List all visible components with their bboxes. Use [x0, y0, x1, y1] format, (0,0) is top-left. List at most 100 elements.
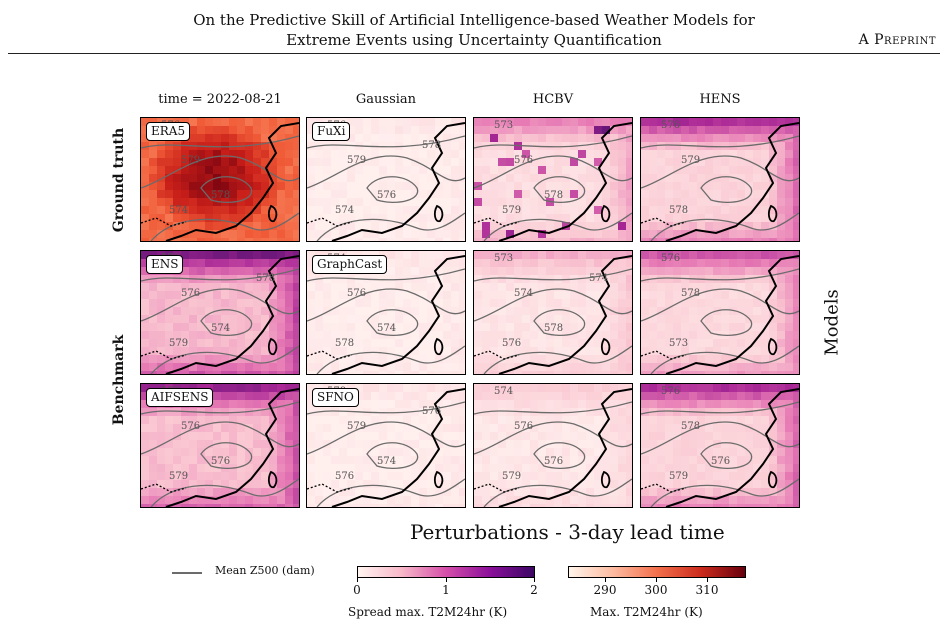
map-cell: [570, 150, 578, 158]
map-cell: [403, 464, 411, 472]
map-cell: [554, 339, 562, 347]
map-cell: [681, 371, 689, 374]
map-cell: [538, 150, 546, 158]
map-cell: [729, 118, 737, 126]
map-cell: [490, 142, 498, 150]
map-cell: [490, 118, 498, 126]
map-cell: [197, 206, 205, 214]
map-cell: [363, 283, 371, 291]
map-cell: [721, 238, 729, 241]
map-cell: [673, 416, 681, 424]
contour-line: [150, 212, 299, 241]
map-cell: [293, 392, 299, 400]
map-cell: [697, 440, 705, 448]
map-cell: [570, 230, 578, 238]
map-cell: [339, 408, 347, 416]
map-cell: [570, 440, 578, 448]
map-cell: [269, 448, 277, 456]
map-cell: [323, 299, 331, 307]
map-cell: [165, 408, 173, 416]
map-cell: [482, 488, 490, 496]
map-cell: [474, 275, 482, 283]
map-cell: [435, 134, 443, 142]
map-cell: [451, 158, 459, 166]
map-cell: [562, 504, 570, 507]
map-cell: [213, 472, 221, 480]
map-cell: [777, 283, 785, 291]
map-cell: [578, 158, 586, 166]
map-cell: [213, 416, 221, 424]
map-cell: [371, 307, 379, 315]
island-outline: [433, 470, 444, 489]
map-cell: [459, 408, 465, 416]
contour-label: 579: [169, 338, 188, 349]
map-cell: [689, 166, 697, 174]
map-cell: [323, 150, 331, 158]
map-cell: [339, 424, 347, 432]
map-cell: [641, 291, 649, 299]
map-cell: [197, 440, 205, 448]
map-cell: [157, 214, 165, 222]
map-cell: [530, 267, 538, 275]
map-cell: [705, 206, 713, 214]
map-cell: [474, 307, 482, 315]
map-cell: [649, 480, 657, 488]
map-cell: [498, 158, 506, 166]
map-cell: [443, 182, 451, 190]
map-cell: [315, 291, 323, 299]
map-cell: [530, 400, 538, 408]
map-cell: [261, 496, 269, 504]
map-cell: [285, 158, 293, 166]
map-cell: [474, 259, 482, 267]
map-cell: [419, 126, 427, 134]
map-cell: [307, 307, 315, 315]
map-cell: [530, 355, 538, 363]
map-cell: [753, 424, 761, 432]
map-cell: [347, 456, 355, 464]
map-cell: [285, 384, 293, 392]
map-cell: [586, 424, 594, 432]
map-cell: [761, 174, 769, 182]
map-cell: [355, 230, 363, 238]
map-cell: [459, 134, 465, 142]
map-cell: [602, 331, 610, 339]
map-cell: [777, 267, 785, 275]
map-cell: [777, 118, 785, 126]
map-cell: [554, 142, 562, 150]
map-cell: [213, 488, 221, 496]
map-cell: [435, 150, 443, 158]
map-cell: [586, 238, 594, 241]
map-cell: [681, 480, 689, 488]
map-cell: [610, 432, 618, 440]
contour-line: [474, 401, 632, 415]
map-cell: [578, 355, 586, 363]
map-cell: [363, 118, 371, 126]
map-cell: [165, 456, 173, 464]
map-cell: [753, 480, 761, 488]
map-cell: [785, 363, 793, 371]
map-cell: [379, 384, 387, 392]
map-cell: [403, 480, 411, 488]
map-cell: [237, 267, 245, 275]
map-cell: [443, 416, 451, 424]
map-cell: [323, 222, 331, 230]
map-cell: [165, 323, 173, 331]
map-cell: [173, 174, 181, 182]
map-cell: [459, 174, 465, 182]
map-cell: [681, 323, 689, 331]
map-cell: [269, 371, 277, 374]
map-cell: [737, 291, 745, 299]
map-cell: [411, 158, 419, 166]
map-cell: [673, 182, 681, 190]
map-cell: [626, 504, 632, 507]
map-cell: [498, 230, 506, 238]
map-cell: [689, 182, 697, 190]
map-cell: [753, 339, 761, 347]
map-cell: [626, 472, 632, 480]
map-cell: [522, 331, 530, 339]
map-cell: [474, 251, 482, 259]
map-cell: [753, 496, 761, 504]
map-cell: [641, 331, 649, 339]
map-cell: [419, 323, 427, 331]
map-cell: [387, 182, 395, 190]
